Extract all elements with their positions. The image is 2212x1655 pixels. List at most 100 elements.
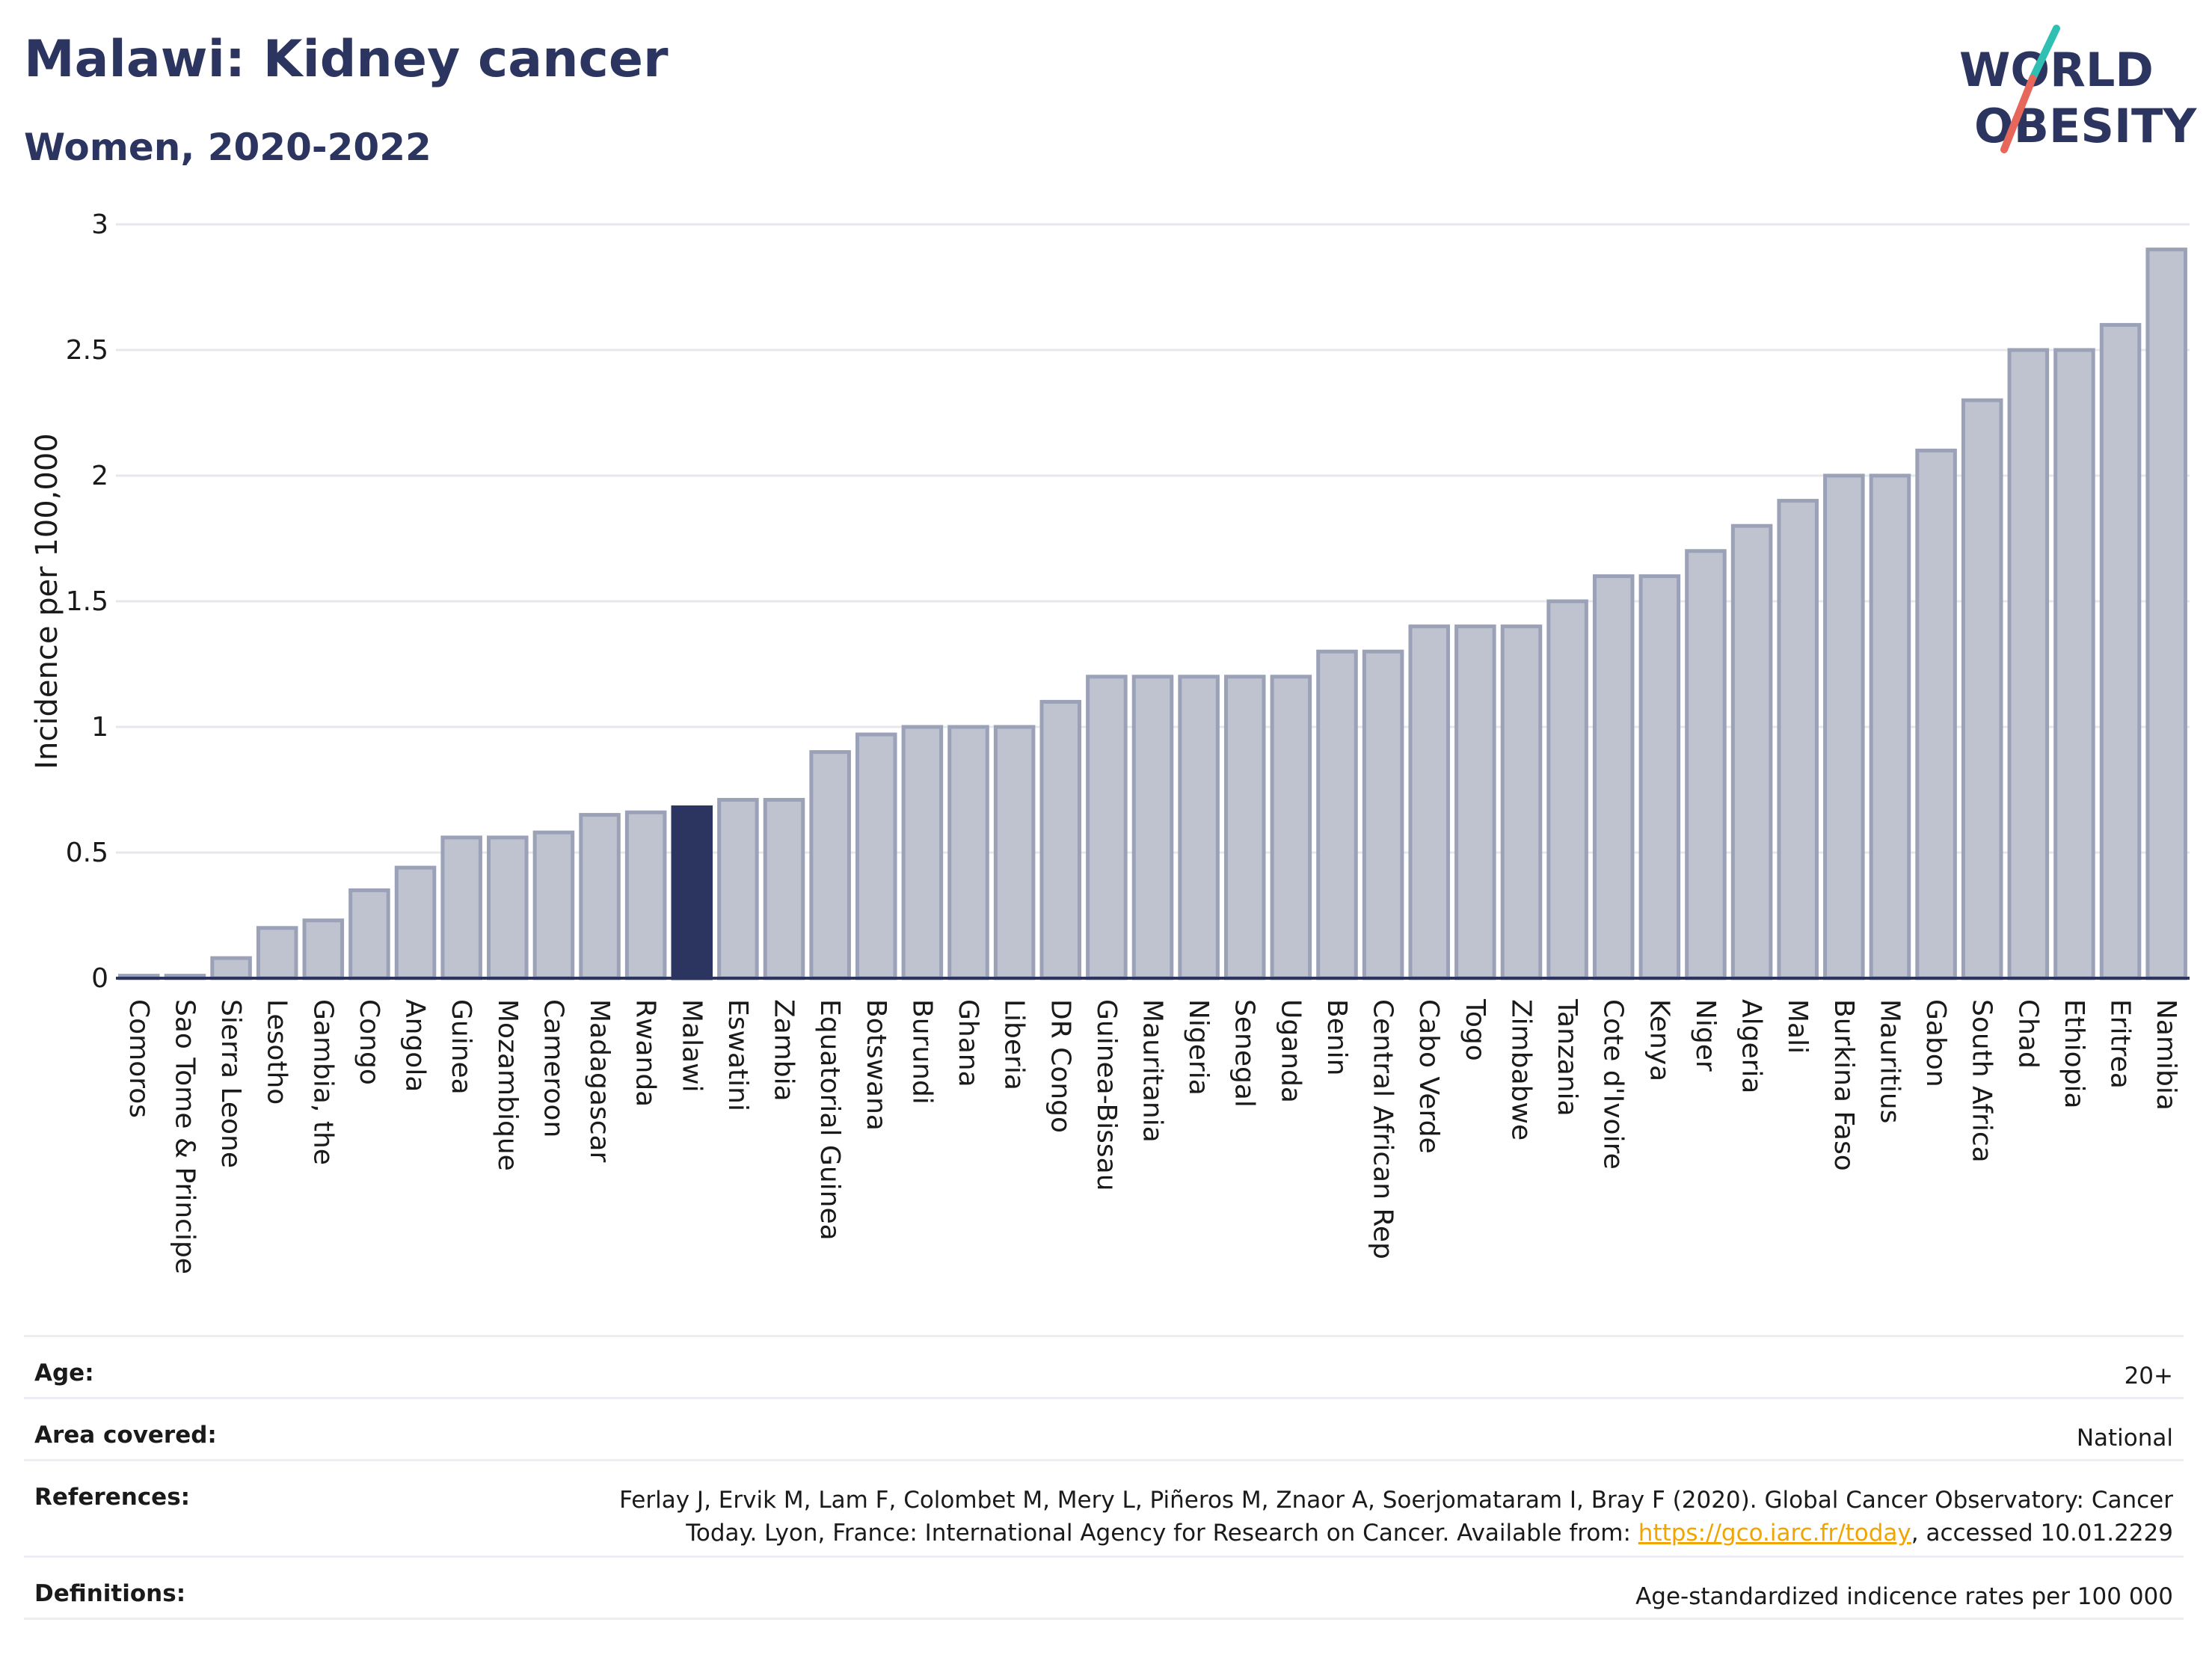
x-tick-label: Cameroon <box>538 999 568 1137</box>
x-tick-label: Zambia <box>769 999 799 1102</box>
meta-row-references: References: Ferlay J, Ervik M, Lam F, Co… <box>24 1459 2184 1556</box>
references-link[interactable]: https://gco.iarc.fr/today <box>1638 1520 1911 1547</box>
bar-ghana <box>947 725 989 980</box>
bar-rwanda <box>624 810 667 980</box>
references-value: Ferlay J, Ervik M, Lam F, Colombet M, Me… <box>453 1484 2173 1550</box>
logo-slash-teal <box>2029 25 2060 82</box>
bar-botswana <box>855 732 897 980</box>
x-tick-label: Benin <box>1321 999 1352 1075</box>
y-axis-title: Incidence per 100,000 <box>30 433 64 770</box>
age-value: 20+ <box>2124 1363 2173 1390</box>
y-tick-label: 3 <box>91 209 108 240</box>
bar-uganda <box>1270 675 1312 980</box>
bar-niger <box>1685 549 1727 980</box>
x-tick-label: Namibia <box>2151 999 2181 1111</box>
x-tick-label: Malawi <box>676 999 707 1093</box>
bar-chad <box>2007 348 2050 980</box>
x-tick-label: Mauritania <box>1137 999 1168 1143</box>
bar-sierra-leone <box>210 956 252 980</box>
bar-eritrea <box>2099 322 2142 980</box>
x-tick-label: Tanzania <box>1552 998 1582 1117</box>
bar-lesotho <box>256 926 298 980</box>
x-tick-label: Congo <box>354 999 384 1085</box>
bar-liberia <box>993 725 1036 980</box>
references-line-2-suffix: , accessed 10.01.2229 <box>1911 1520 2173 1547</box>
x-tick-label: Eswatini <box>722 999 753 1111</box>
bar-congo <box>348 888 390 980</box>
meta-row-area: Area covered: National <box>24 1397 2184 1459</box>
x-tick-label: Ethiopia <box>2059 999 2089 1109</box>
x-tick-label: Chad <box>2012 999 2043 1069</box>
x-tick-label: Sierra Leone <box>215 999 246 1168</box>
x-tick-label: Guinea-Bissau <box>1091 999 1122 1191</box>
bar-gabon <box>1915 448 1957 980</box>
bar-dr-congo <box>1039 699 1082 980</box>
meta-row-age: Age: 20+ <box>24 1335 2184 1397</box>
bar-mauritania <box>1131 675 1174 980</box>
bar-madagascar <box>579 813 621 980</box>
bar-guinea-bissau <box>1086 675 1128 980</box>
references-line-2-text: Today. Lyon, France: International Agenc… <box>686 1520 1638 1547</box>
world-obesity-logo: WORLD OBESITY <box>1959 25 2197 153</box>
x-tick-label: Senegal <box>1229 999 1260 1108</box>
bar-cote-d-ivoire <box>1592 574 1635 980</box>
x-tick-label: Gambia, the <box>307 999 338 1165</box>
bar-chart: 0 0.5 1 1.5 2 2.5 3 Incidence per 100,000 Comoro… <box>30 209 2190 1274</box>
x-tick-label: Cabo Verde <box>1413 999 1444 1154</box>
bar-cabo-verde <box>1408 624 1450 980</box>
y-tick-label: 0.5 <box>66 838 108 868</box>
bar-ethiopia <box>2053 348 2095 980</box>
x-tick-label: Niger <box>1690 999 1721 1072</box>
area-value: National <box>2076 1425 2173 1452</box>
x-tick-label: Comoros <box>123 999 154 1118</box>
bar-central-african-rep <box>1362 649 1404 980</box>
x-tick-label: Ghana <box>953 999 983 1087</box>
chart-subtitle: Women, 2020-2022 <box>24 126 431 169</box>
logo-slash-coral <box>2000 75 2036 153</box>
bar-burkina-faso <box>1823 473 1865 980</box>
x-tick-label: Botswana <box>861 999 891 1131</box>
x-tick-label: Central African Rep <box>1368 999 1398 1259</box>
x-tick-label: Guinea <box>446 999 476 1095</box>
bar-burundi <box>901 725 944 980</box>
x-tick-label: Mauritius <box>1874 999 1905 1123</box>
chart-metadata: Age: 20+ Area covered: National Referenc… <box>24 1335 2184 1620</box>
y-tick-label: 2.5 <box>66 335 108 366</box>
x-tick-label: Kenya <box>1644 999 1674 1081</box>
x-tick-label: Togo <box>1460 998 1490 1061</box>
x-tick-label: Eritrea <box>2105 999 2136 1089</box>
x-tick-label: Burundi <box>906 999 937 1105</box>
x-tick-label: Angola <box>400 999 431 1092</box>
y-tick-label: 1.5 <box>66 586 108 617</box>
x-tick-label: Zimbabwe <box>1505 999 1536 1140</box>
bar-benin <box>1316 649 1358 980</box>
bar-zambia <box>763 797 805 980</box>
bar-kenya <box>1638 574 1681 980</box>
x-tick-label: DR Congo <box>1045 999 1075 1133</box>
bar-south-africa <box>1961 398 2003 980</box>
bar-tanzania <box>1546 599 1588 980</box>
y-tick-label: 2 <box>91 461 108 491</box>
references-line-2: Today. Lyon, France: International Agenc… <box>453 1517 2173 1550</box>
x-tick-label: Lesotho <box>262 999 292 1105</box>
area-label: Area covered: <box>34 1422 217 1449</box>
bar-algeria <box>1730 523 1773 980</box>
x-tick-label: Madagascar <box>584 999 615 1163</box>
definitions-value: Age-standardized indicence rates per 100… <box>1635 1583 2173 1610</box>
y-tick-label: 0 <box>91 963 108 994</box>
bar-malawi <box>671 805 713 980</box>
x-tick-label: Gabon <box>1920 999 1951 1087</box>
y-tick-label: 1 <box>91 712 108 743</box>
bar-zimbabwe <box>1500 624 1543 980</box>
bar-mali <box>1777 499 1819 980</box>
references-label: References: <box>34 1484 191 1511</box>
bar-gambia-the <box>302 918 345 980</box>
bar-nigeria <box>1178 675 1220 980</box>
x-tick-label: Uganda <box>1275 999 1306 1103</box>
logo-word-world: WORLD <box>1959 43 2154 97</box>
x-tick-label: Algeria <box>1736 999 1767 1094</box>
x-tick-label: Burkina Faso <box>1828 999 1859 1171</box>
definitions-label: Definitions: <box>34 1580 186 1607</box>
x-tick-label: Mozambique <box>492 999 523 1171</box>
bar-angola <box>394 865 437 980</box>
